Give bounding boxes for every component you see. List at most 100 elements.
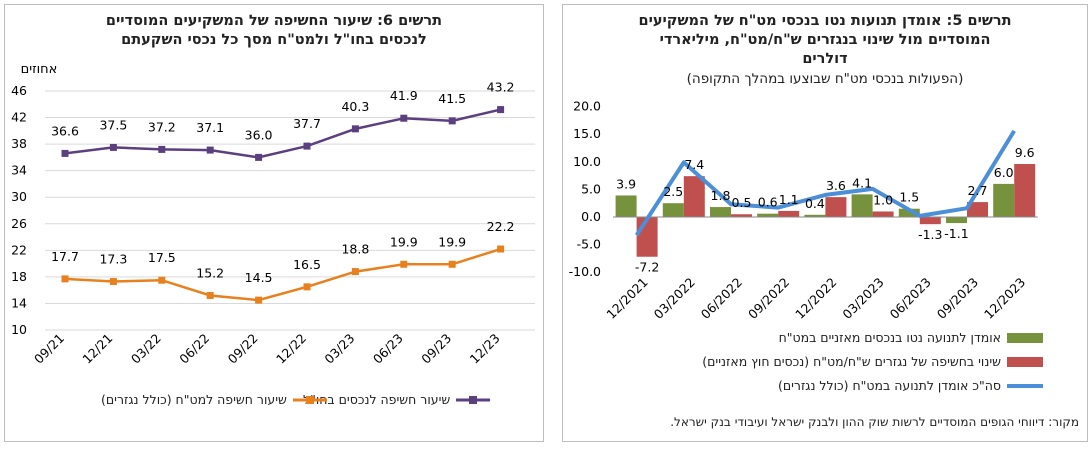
chart-6-title-line2: לנכסים בחו"ל ולמט"ח מסך כל נכסי השקעתם: [121, 32, 427, 48]
legend-item-total: סה"כ אומדן לתנועה במט"ח (כולל נגזרים): [778, 378, 1043, 393]
data-label: 37.5: [99, 117, 127, 132]
x-tick-label: 12/22: [273, 331, 309, 367]
legend-label-abroad: שיעור חשיפה לנכסים בחו"ל: [303, 392, 451, 407]
series-marker-0: [206, 146, 214, 154]
data-label: 37.2: [148, 119, 176, 134]
data-label: 2.5: [663, 184, 683, 199]
series-marker-1: [61, 275, 69, 283]
legend-label-balance: אומדן לתנועה נטו בנכסים מאזניים במט"ח: [778, 330, 1001, 345]
data-label: 43.2: [487, 80, 515, 95]
data-label: 1.8: [711, 188, 731, 203]
chart-5-title-line2: המוסדיים מול שינוי בנגזרים ש"ח/מט"ח, מיל…: [659, 32, 991, 48]
y-tick-label: 10: [11, 322, 27, 337]
series-marker-1: [448, 260, 456, 268]
data-label: 16.5: [293, 257, 321, 272]
legend-label-derivatives: שינוי בחשיפה של נגזרים ש"ח/מט"ח (נכסים ח…: [702, 354, 1001, 369]
data-label: 1.1: [779, 192, 799, 207]
bar-series-1: [1014, 164, 1036, 217]
y-tick-label: 42: [11, 110, 27, 125]
chart-5-panel: תרשים 5: אומדן תנועות נטו בנכסי מט"ח של …: [562, 4, 1088, 442]
bar-series-1: [731, 214, 752, 217]
x-tick-label: 12/2022: [792, 275, 839, 322]
data-label: 17.3: [99, 252, 127, 267]
data-label: 17.7: [51, 249, 79, 264]
y-tick-label: 30: [11, 189, 27, 204]
data-label: 15.2: [196, 265, 224, 280]
chart-5-title-line1: תרשים 5: אומדן תנועות נטו בנכסי מט"ח של …: [638, 13, 1012, 29]
bar-series-1: [825, 197, 847, 217]
data-label: -1.3: [918, 227, 942, 242]
legend-swatch-total: [1007, 383, 1043, 388]
series-marker-1: [158, 276, 166, 284]
legend-item-fx: שיעור חשיפה למט"ח (כולל נגזרים): [101, 392, 327, 407]
bar-series-1: [967, 202, 988, 217]
data-label: 19.9: [438, 234, 466, 249]
x-tick-label: 09/23: [418, 331, 454, 367]
series-marker-0: [303, 142, 311, 150]
series-marker-1: [206, 291, 214, 299]
bar-series-1: [778, 210, 800, 217]
data-label: 1.5: [899, 190, 919, 205]
x-tick-label: 06/2023: [887, 275, 934, 322]
x-tick-label: 12/23: [467, 331, 503, 367]
data-label: 40.3: [341, 99, 369, 114]
series-line-1: [64, 247, 501, 302]
data-label: 41.5: [438, 91, 466, 106]
y-tick-label: 18: [11, 269, 27, 284]
x-tick-label: 12/2021: [603, 275, 650, 322]
x-tick-label: 03/22: [128, 331, 164, 367]
x-tick-label: 09/2022: [745, 275, 792, 322]
bar-series-1: [636, 217, 658, 257]
chart-6-title-line1: תרשים 6: שיעור החשיפה של המשקיעים המוסדי…: [105, 13, 443, 29]
x-tick-label: 09/2023: [934, 275, 981, 322]
legend-item-balance: אומדן לתנועה נטו בנכסים מאזניים במט"ח: [779, 330, 1043, 345]
legend-swatch-balance: [1007, 332, 1043, 343]
series-marker-0: [448, 117, 456, 125]
bar-series-0: [710, 207, 731, 217]
bar-series-0: [993, 183, 1015, 217]
series-marker-0: [497, 106, 505, 114]
bar-series-0: [615, 195, 637, 217]
data-label: 22.2: [487, 219, 515, 234]
bar-series-0: [662, 203, 684, 217]
x-tick-label: 03/2023: [839, 275, 886, 322]
data-label: 18.8: [341, 242, 369, 257]
legend-item-derivatives: שינוי בחשיפה של נגזרים ש"ח/מט"ח (נכסים ח…: [702, 354, 1043, 369]
legend-swatch-derivatives: [1007, 356, 1043, 367]
y-tick-label: 34: [11, 163, 27, 178]
legend-label-fx: שיעור חשיפה למט"ח (כולל נגזרים): [101, 392, 287, 407]
chart-5-subtitle: (הפעולות בנכסי מט"ח שבוצעו במהלך התקופה): [686, 71, 964, 87]
y-tick-label: 5.0: [581, 181, 601, 196]
data-label: 0.5: [732, 195, 752, 210]
x-tick-label: 03/2022: [651, 275, 698, 322]
series-marker-0: [61, 149, 69, 157]
x-tick-label: 12/2023: [981, 275, 1028, 322]
data-label: 3.9: [616, 176, 636, 191]
data-label: 2.7: [968, 183, 988, 198]
legend-swatch-fx: [292, 395, 327, 404]
data-label: 4.1: [852, 175, 872, 190]
bar-series-0: [946, 217, 967, 224]
series-marker-0: [351, 125, 359, 133]
bar-series-0: [757, 213, 779, 217]
y-tick-label: 0.0: [581, 209, 601, 224]
y-tick-label: 22: [11, 242, 27, 257]
series-line-0: [64, 108, 501, 159]
series-marker-1: [303, 283, 311, 291]
data-label: 19.9: [390, 234, 418, 249]
data-label: 36.0: [245, 127, 273, 142]
data-label: 14.5: [245, 270, 273, 285]
y-tick-label: -10.0: [569, 264, 601, 279]
data-label: 6.0: [994, 165, 1014, 180]
series-marker-1: [400, 260, 408, 268]
x-tick-label: 09/21: [31, 331, 67, 367]
bar-series-1: [872, 211, 894, 217]
data-label: 7.4: [684, 157, 704, 172]
y-tick-label: 10.0: [573, 154, 601, 169]
data-label: 17.5: [148, 250, 176, 265]
series-marker-1: [497, 245, 505, 253]
y-tick-label: -5.0: [577, 237, 601, 252]
bar-series-0: [898, 208, 920, 217]
chart-5-plot: 20.0 15.0 10.0 5.0 0.0 -5.0 -10.0 3.9 2.5 1.8 0.6…: [569, 99, 1038, 322]
legend-label-total: סה"כ אומדן לתנועה במט"ח (כולל נגזרים): [777, 378, 1001, 393]
